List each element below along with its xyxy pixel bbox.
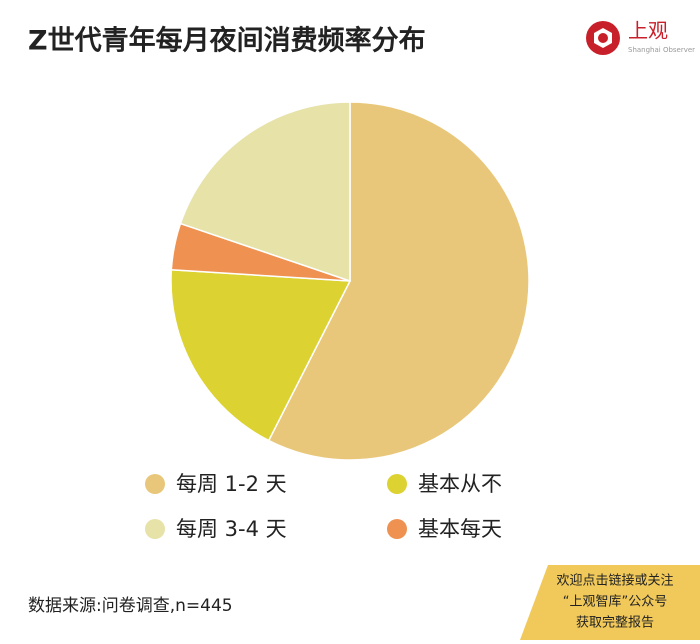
legend-marker <box>387 519 407 539</box>
pie-slice <box>170 268 352 442</box>
legend-marker <box>145 474 165 494</box>
source: 数据来源:问卷调查,n=445 <box>28 596 233 616</box>
logo-icon-core <box>598 33 608 43</box>
promo-line: 获取完整报告 <box>576 616 654 631</box>
pie-slice <box>267 101 530 461</box>
legend-marker <box>387 474 407 494</box>
legend-marker <box>145 519 165 539</box>
legend-label: 基本从不 <box>418 472 502 496</box>
pie <box>170 101 530 461</box>
chart-title: Z世代青年每月夜间消费频率分布 <box>28 25 426 57</box>
logo-subtitle: Shanghai Observer <box>628 46 695 54</box>
legend-label: 每周 1-2 天 <box>176 472 287 496</box>
promo-box <box>520 565 700 640</box>
logo-name: 上观 <box>628 19 668 43</box>
legend-label: 每周 3-4 天 <box>176 517 287 541</box>
promo-line: 欢迎点击链接或关注 <box>556 573 673 589</box>
logo: 上观 Shanghai Observer <box>586 19 695 55</box>
legend-label: 基本每天 <box>418 517 502 541</box>
pie-slice <box>179 101 351 283</box>
promo-line: “上观智库”公众号 <box>563 594 667 610</box>
